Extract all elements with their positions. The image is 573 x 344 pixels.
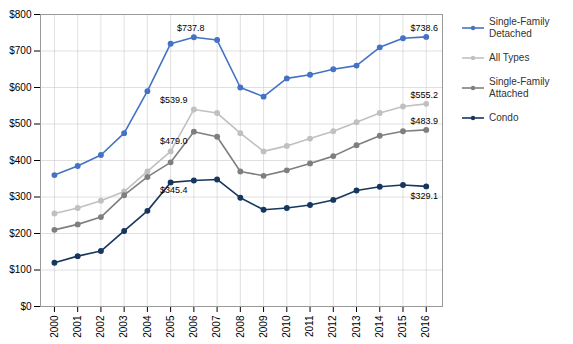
svg-text:2004: 2004 [142,315,153,338]
html-text:Single-Family Attached: Single-Family Attached [489,76,550,99]
html-text:All Types: All Types [489,52,530,63]
html-text:Condo: Condo [489,112,519,123]
svg-text:2008: 2008 [235,315,246,338]
svg-text:2003: 2003 [118,315,129,338]
svg-text:$737.8: $737.8 [177,23,205,33]
svg-text:$539.9: $539.9 [160,95,188,105]
svg-text:2009: 2009 [258,315,269,338]
svg-text:2002: 2002 [95,315,106,338]
svg-text:$200: $200 [9,228,32,239]
svg-text:$479.0: $479.0 [160,136,188,146]
svg-text:$738.6: $738.6 [410,23,438,33]
svg-text:$100: $100 [9,264,32,275]
svg-text:2014: 2014 [374,315,385,338]
svg-text:$329.1: $329.1 [410,191,438,201]
svg-text:2001: 2001 [72,315,83,338]
html-text:Single-Family Detached: Single-Family Detached [489,16,550,39]
svg-text:$500: $500 [9,118,32,129]
svg-text:$300: $300 [9,191,32,202]
svg-text:2011: 2011 [304,315,315,337]
svg-text:2010: 2010 [281,315,292,338]
svg-text:$0: $0 [20,301,32,312]
svg-text:2000: 2000 [49,315,60,338]
svg-text:$345.4: $345.4 [160,185,188,195]
svg-text:$483.9: $483.9 [410,116,438,126]
svg-text:2012: 2012 [327,315,338,338]
svg-text:2016: 2016 [420,315,431,338]
svg-text:2013: 2013 [351,315,362,338]
svg-text:$400: $400 [9,155,32,166]
svg-text:$555.2: $555.2 [410,90,438,100]
svg-text:$600: $600 [9,82,32,93]
svg-text:$800: $800 [9,9,32,20]
svg-text:2005: 2005 [165,315,176,338]
svg-text:$700: $700 [9,45,32,56]
svg-text:2006: 2006 [188,315,199,338]
svg-text:2015: 2015 [397,315,408,338]
svg-text:2007: 2007 [211,315,222,338]
